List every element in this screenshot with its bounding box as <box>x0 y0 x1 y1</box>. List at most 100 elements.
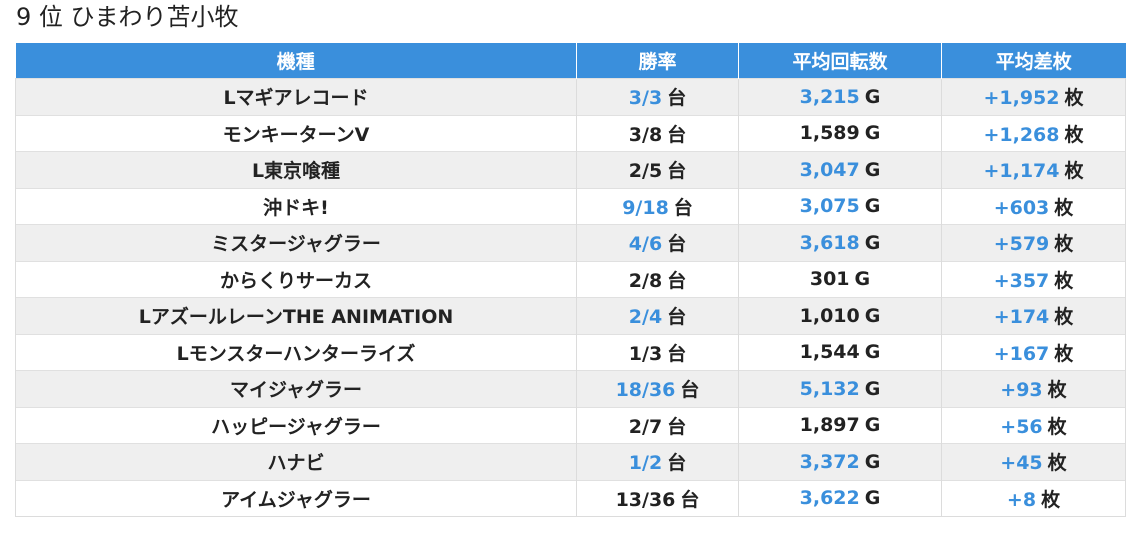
model-name[interactable]: モンキーターンV <box>222 123 370 146</box>
model-name[interactable]: からくりサーカス <box>219 269 372 292</box>
header-avg-diff[interactable]: 平均差枚 <box>941 43 1126 79</box>
avg-diff-cell: +45 枚 <box>941 443 1126 480</box>
avg-diff-cell: +8 枚 <box>941 479 1126 517</box>
table-row: 沖ドキ! 9/18 台 3,075 G +603 枚 <box>15 187 1126 225</box>
table-body: Lマギアレコード 3/3 台 3,215 G +1,952 枚モンキーターンV 3/8 台 1,5… <box>15 78 1126 517</box>
model-name-cell[interactable]: ハッピージャグラー <box>15 406 577 444</box>
header-win-rate[interactable]: 勝率 <box>576 43 739 79</box>
model-name-cell[interactable]: ハナビ <box>15 443 577 480</box>
win-rate-value[interactable]: 9/18 <box>622 196 669 219</box>
win-rate-cell: 2/4 台 <box>576 297 739 334</box>
avg-diff-cell: +357 枚 <box>941 260 1126 298</box>
win-rate-cell: 4/6 台 <box>576 224 739 261</box>
avg-diff-unit: 枚 <box>1064 87 1084 110</box>
model-name-cell[interactable]: モンキーターンV <box>15 114 577 152</box>
model-name[interactable]: Lマギアレコード <box>223 87 369 110</box>
avg-diff-value[interactable]: +174 <box>993 306 1050 329</box>
win-rate-value: 1/3 <box>628 342 663 365</box>
model-name-cell[interactable]: Lモンスターハンターライズ <box>15 333 577 371</box>
model-name[interactable]: ハナビ <box>267 452 325 475</box>
avg-diff-value[interactable]: +579 <box>993 233 1050 256</box>
avg-diff-value[interactable]: +1,174 <box>983 160 1060 183</box>
model-name[interactable]: 沖ドキ! <box>263 196 329 219</box>
avg-spins-value: 301 <box>809 268 850 291</box>
avg-diff-value[interactable]: +603 <box>993 196 1050 219</box>
win-rate-cell: 3/3 台 <box>576 78 739 115</box>
avg-spins-unit: G <box>864 231 881 254</box>
avg-diff-value[interactable]: +357 <box>993 269 1050 292</box>
avg-diff-unit: 枚 <box>1064 160 1084 183</box>
avg-spins-cell: 3,215 G <box>738 78 942 115</box>
header-avg-spins[interactable]: 平均回転数 <box>738 43 942 79</box>
win-rate-value: 3/8 <box>628 123 663 146</box>
avg-diff-value[interactable]: +56 <box>1000 415 1043 438</box>
avg-spins-unit: G <box>864 341 881 364</box>
model-name-cell[interactable]: LアズールレーンTHE ANIMATION <box>15 297 577 334</box>
model-name-cell[interactable]: Lマギアレコード <box>15 78 577 115</box>
avg-diff-cell: +1,174 枚 <box>941 151 1126 188</box>
table-row: ミスタージャグラー 4/6 台 3,618 G +579 枚 <box>15 224 1126 261</box>
model-name[interactable]: マイジャグラー <box>229 379 363 402</box>
avg-spins-unit: G <box>864 304 881 327</box>
avg-diff-value[interactable]: +93 <box>1000 379 1043 402</box>
avg-diff-value[interactable]: +1,268 <box>983 123 1060 146</box>
avg-spins-value[interactable]: 3,047 <box>799 158 860 181</box>
win-rate-value: 2/8 <box>628 269 663 292</box>
avg-diff-unit: 枚 <box>1047 452 1067 475</box>
table-row: LアズールレーンTHE ANIMATION 2/4 台 1,010 G +174 枚 <box>15 297 1126 334</box>
avg-diff-cell: +1,952 枚 <box>941 78 1126 115</box>
avg-spins-value[interactable]: 5,132 <box>799 377 860 400</box>
header-model[interactable]: 機種 <box>15 43 577 79</box>
avg-spins-cell: 1,010 G <box>738 297 942 334</box>
avg-spins-value[interactable]: 3,372 <box>799 450 860 473</box>
win-rate-value[interactable]: 18/36 <box>615 379 676 402</box>
avg-spins-value[interactable]: 3,622 <box>799 487 860 510</box>
avg-spins-value[interactable]: 3,215 <box>799 85 860 108</box>
avg-spins-unit: G <box>864 450 881 473</box>
win-rate-cell: 2/8 台 <box>576 260 739 298</box>
model-name-cell[interactable]: ミスタージャグラー <box>15 224 577 261</box>
win-rate-unit: 台 <box>667 233 687 256</box>
avg-diff-unit: 枚 <box>1041 488 1061 511</box>
model-name-cell[interactable]: 沖ドキ! <box>15 187 577 225</box>
avg-spins-value: 1,010 <box>799 304 860 327</box>
avg-spins-unit: G <box>864 85 881 108</box>
avg-diff-value[interactable]: +167 <box>993 342 1050 365</box>
avg-diff-value[interactable]: +8 <box>1006 488 1037 511</box>
avg-diff-cell: +167 枚 <box>941 333 1126 371</box>
win-rate-value[interactable]: 4/6 <box>628 233 663 256</box>
avg-spins-value[interactable]: 3,618 <box>799 231 860 254</box>
win-rate-value[interactable]: 1/2 <box>628 452 663 475</box>
model-name[interactable]: ハッピージャグラー <box>211 415 381 438</box>
avg-spins-cell: 3,618 G <box>738 224 942 261</box>
table-row: ハッピージャグラー 2/7 台 1,897 G +56 枚 <box>15 406 1126 444</box>
model-name-cell[interactable]: マイジャグラー <box>15 370 577 407</box>
avg-spins-cell: 3,622 G <box>738 479 942 517</box>
model-name[interactable]: Lモンスターハンターライズ <box>176 342 416 365</box>
model-name-cell[interactable]: からくりサーカス <box>15 260 577 298</box>
avg-spins-value[interactable]: 3,075 <box>799 195 860 218</box>
model-name[interactable]: L東京喰種 <box>251 160 341 183</box>
win-rate-value[interactable]: 2/4 <box>628 306 663 329</box>
win-rate-cell: 9/18 台 <box>576 187 739 225</box>
avg-diff-cell: +174 枚 <box>941 297 1126 334</box>
avg-diff-unit: 枚 <box>1064 123 1084 146</box>
avg-diff-unit: 枚 <box>1047 379 1067 402</box>
win-rate-unit: 台 <box>667 415 687 438</box>
win-rate-cell: 1/3 台 <box>576 333 739 371</box>
win-rate-cell: 2/7 台 <box>576 406 739 444</box>
win-rate-value[interactable]: 3/3 <box>628 87 663 110</box>
avg-diff-value[interactable]: +1,952 <box>983 87 1060 110</box>
avg-diff-value[interactable]: +45 <box>1000 452 1043 475</box>
model-name[interactable]: アイムジャグラー <box>221 488 371 511</box>
model-name-cell[interactable]: アイムジャグラー <box>15 479 577 517</box>
model-name[interactable]: ミスタージャグラー <box>211 233 381 256</box>
model-name-cell[interactable]: L東京喰種 <box>15 151 577 188</box>
avg-spins-cell: 3,372 G <box>738 443 942 480</box>
model-name[interactable]: LアズールレーンTHE ANIMATION <box>138 306 454 329</box>
win-rate-unit: 台 <box>680 488 700 511</box>
avg-spins-cell: 3,047 G <box>738 151 942 188</box>
avg-diff-unit: 枚 <box>1054 342 1074 365</box>
table-row: L東京喰種 2/5 台 3,047 G +1,174 枚 <box>15 151 1126 188</box>
win-rate-unit: 台 <box>673 196 693 219</box>
